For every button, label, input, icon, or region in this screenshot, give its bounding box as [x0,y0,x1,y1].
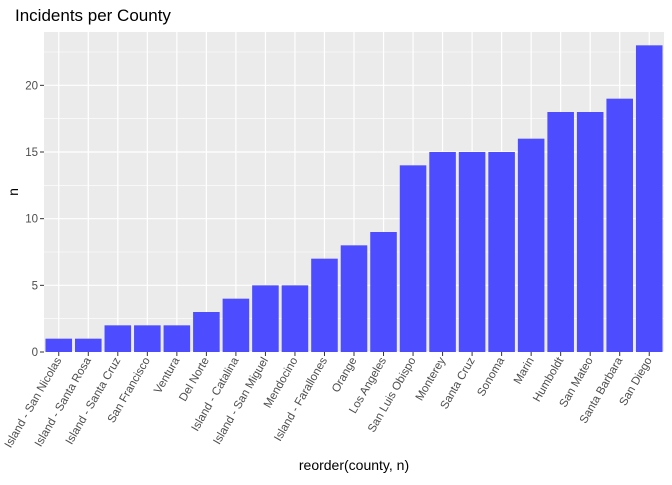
bar [606,98,633,353]
bar [104,325,132,352]
y-tick-label: 20 [25,80,38,92]
bar [635,45,663,352]
y-tick-label: 15 [25,147,38,159]
bar [340,245,368,352]
y-tick-label: 10 [25,214,38,226]
y-tick-label: 0 [32,347,38,359]
bar [134,325,161,352]
bar [75,338,102,352]
bar [222,298,250,352]
x-tick-label: Island - Farallones [272,355,330,443]
bar [547,112,574,352]
bars-group [45,45,663,353]
x-tick-label: Marin [512,356,537,387]
bar [311,258,338,352]
bar [576,112,604,352]
bar [163,325,191,352]
chart-title: Incidents per County [15,6,171,25]
bar [370,232,397,352]
bar [399,165,427,352]
bar [429,152,456,352]
y-axis: 0 5 10 15 20 [25,80,44,359]
x-tick-label: Island - Santa Rosa [33,355,94,449]
bar [45,338,73,352]
x-tick-label: Sonoma [475,355,507,399]
y-axis-title: n [5,188,21,196]
bar [517,138,545,352]
bar [488,152,515,352]
x-axis-title: reorder(county, n) [299,457,409,473]
y-tick-label: 5 [32,280,38,292]
bar [281,285,309,352]
bar [252,285,279,352]
bar [458,152,486,352]
x-tick-label: Island - San Miguel [211,356,271,447]
bar [193,312,220,352]
x-tick-label: Island - Santa Cruz [64,355,124,446]
x-tick-label: Orange [330,356,360,395]
x-tick-label: Ventura [152,355,183,396]
